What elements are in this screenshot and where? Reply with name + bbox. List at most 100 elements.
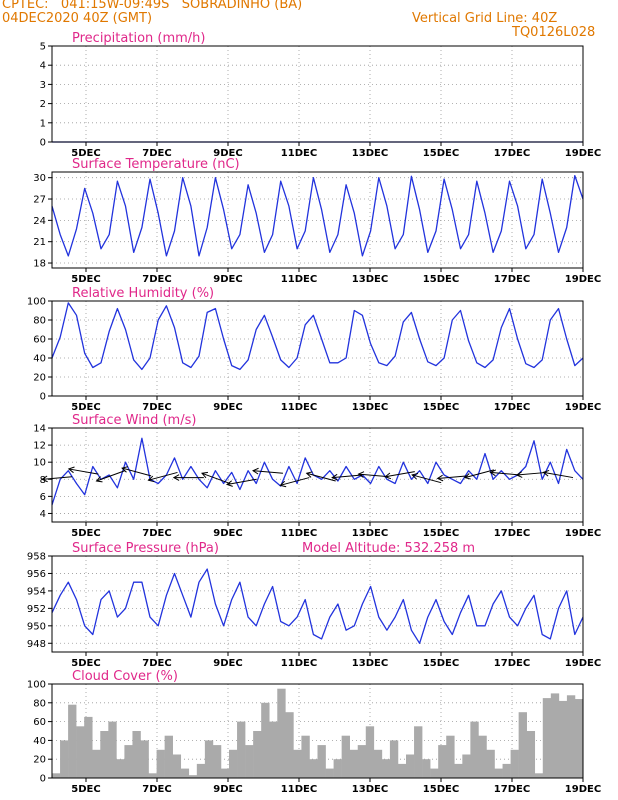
wind-arrow-shaft	[358, 473, 389, 478]
x-tick-label: 5DEC	[71, 528, 100, 539]
cloud-cover-bar	[566, 695, 576, 778]
x-tick-label: 19DEC	[565, 658, 601, 669]
cloud-cover-bar	[357, 745, 367, 778]
x-tick-label: 5DEC	[71, 402, 100, 413]
panel-title: Surface Pressure (hPa)	[72, 541, 219, 556]
x-tick-label: 5DEC	[71, 274, 100, 285]
wind-arrow-shaft	[437, 475, 468, 479]
cloud-cover-bar	[478, 735, 487, 778]
x-tick-label: 11DEC	[281, 658, 317, 669]
x-tick-label: 9DEC	[213, 148, 242, 159]
cloud-cover-bar	[542, 698, 552, 778]
y-tick-label: 21	[33, 237, 46, 248]
y-tick-label: 20	[33, 373, 46, 384]
y-tick-label: 0	[40, 774, 46, 785]
cloud-cover-bar	[397, 763, 407, 778]
x-tick-label: 9DEC	[213, 274, 242, 285]
x-tick-label: 15DEC	[423, 274, 459, 285]
wind-arrow-shaft	[253, 470, 283, 474]
x-tick-label: 5DEC	[71, 148, 100, 159]
y-tick-label: 24	[33, 216, 46, 227]
x-tick-label: 7DEC	[142, 528, 171, 539]
panel-frame	[51, 427, 584, 523]
x-tick-label: 11DEC	[281, 528, 317, 539]
cloud-cover-bar	[486, 749, 495, 778]
wind-arrow-head	[331, 473, 338, 481]
wind-arrow-head	[95, 476, 103, 483]
x-tick-label: 7DEC	[142, 784, 171, 795]
cloud-cover-bar	[60, 740, 69, 778]
cloud-cover-bar	[68, 704, 77, 778]
cloud-cover-bar	[100, 731, 109, 778]
cloud-cover-bar	[494, 768, 503, 778]
panel-frame	[51, 45, 584, 143]
y-tick-label: 100	[27, 680, 46, 691]
cloud-cover-bar	[204, 740, 214, 778]
cloud-cover-bar	[180, 768, 190, 778]
x-tick-label: 15DEC	[423, 402, 459, 413]
y-tick-label: 12	[33, 441, 46, 452]
x-tick-label: 7DEC	[142, 148, 171, 159]
wind-arrow	[172, 474, 204, 481]
x-tick-label: 17DEC	[494, 784, 530, 795]
cloud-cover-bar	[245, 745, 254, 778]
x-tick-label: 17DEC	[494, 274, 530, 285]
cloud-cover-bar	[285, 712, 294, 778]
cloud-cover-bar	[389, 740, 399, 778]
series-line	[51, 174, 584, 257]
x-tick-label: 7DEC	[142, 274, 171, 285]
wind-arrow-head	[41, 475, 48, 483]
panel-title: Relative Humidity (%)	[72, 286, 214, 301]
wind-arrow-head	[384, 472, 392, 480]
cloud-cover-bar	[237, 721, 246, 778]
wind-arrow-head	[463, 473, 471, 480]
wind-arrow-head	[515, 471, 523, 478]
cloud-cover-bar	[253, 731, 262, 778]
x-tick-label: 7DEC	[142, 402, 171, 413]
wind-arrow-shaft	[201, 472, 231, 485]
panel-2: 18 21 24 27 30 5DEC 7DEC 9DEC 11DEC 13DEC 15DEC 17D…	[33, 157, 601, 285]
x-tick-label: 9DEC	[213, 402, 242, 413]
x-tick-label: 7DEC	[142, 658, 171, 669]
cloud-cover-bar	[172, 754, 182, 778]
x-tick-label: 13DEC	[352, 402, 388, 413]
cloud-cover-bar	[188, 775, 198, 778]
wind-arrow-head	[357, 471, 365, 478]
wind-arrow	[279, 477, 310, 488]
x-tick-label: 19DEC	[565, 528, 601, 539]
wind-arrow-head	[201, 471, 209, 479]
wind-arrow	[41, 475, 73, 483]
cloud-cover-bar	[333, 759, 342, 778]
cloud-cover-bar	[502, 763, 511, 778]
cloud-cover-bar	[52, 773, 61, 778]
cloud-cover-bar	[220, 768, 230, 778]
panel-title: Cloud Cover (%)	[72, 669, 178, 684]
cloud-cover-bar	[414, 726, 423, 778]
wind-arrow-shaft	[464, 469, 495, 479]
x-tick-label: 11DEC	[281, 784, 317, 795]
x-tick-label: 19DEC	[565, 402, 601, 413]
y-tick-label: 0	[40, 138, 46, 149]
wind-arrow-head	[279, 480, 287, 488]
cloud-cover-bar	[454, 763, 463, 778]
y-tick-label: 2	[40, 99, 46, 110]
y-tick-label: 948	[27, 639, 46, 650]
wind-arrow	[357, 471, 389, 478]
cloud-cover-bar	[574, 699, 584, 778]
x-tick-label: 15DEC	[423, 148, 459, 159]
y-tick-label: 956	[27, 569, 46, 580]
y-tick-label: 80	[33, 698, 46, 709]
cloud-cover-bar	[325, 768, 334, 778]
wind-arrow-shaft	[332, 474, 363, 479]
panel-3: 0 20 40 60 80 100 5DEC 7DEC 9DEC 11DEC 13DEC 15DEC 1…	[27, 286, 601, 413]
y-tick-label: 27	[33, 195, 46, 206]
wind-arrow-shaft	[385, 471, 415, 478]
cloud-cover-bar	[148, 773, 157, 778]
wind-arrow	[67, 466, 99, 475]
x-tick-label: 13DEC	[352, 658, 388, 669]
cloud-cover-bar	[422, 759, 431, 778]
wind-arrow-head	[121, 466, 129, 473]
panel-title: Surface Temperature (nC)	[72, 157, 240, 172]
x-tick-label: 17DEC	[494, 402, 530, 413]
